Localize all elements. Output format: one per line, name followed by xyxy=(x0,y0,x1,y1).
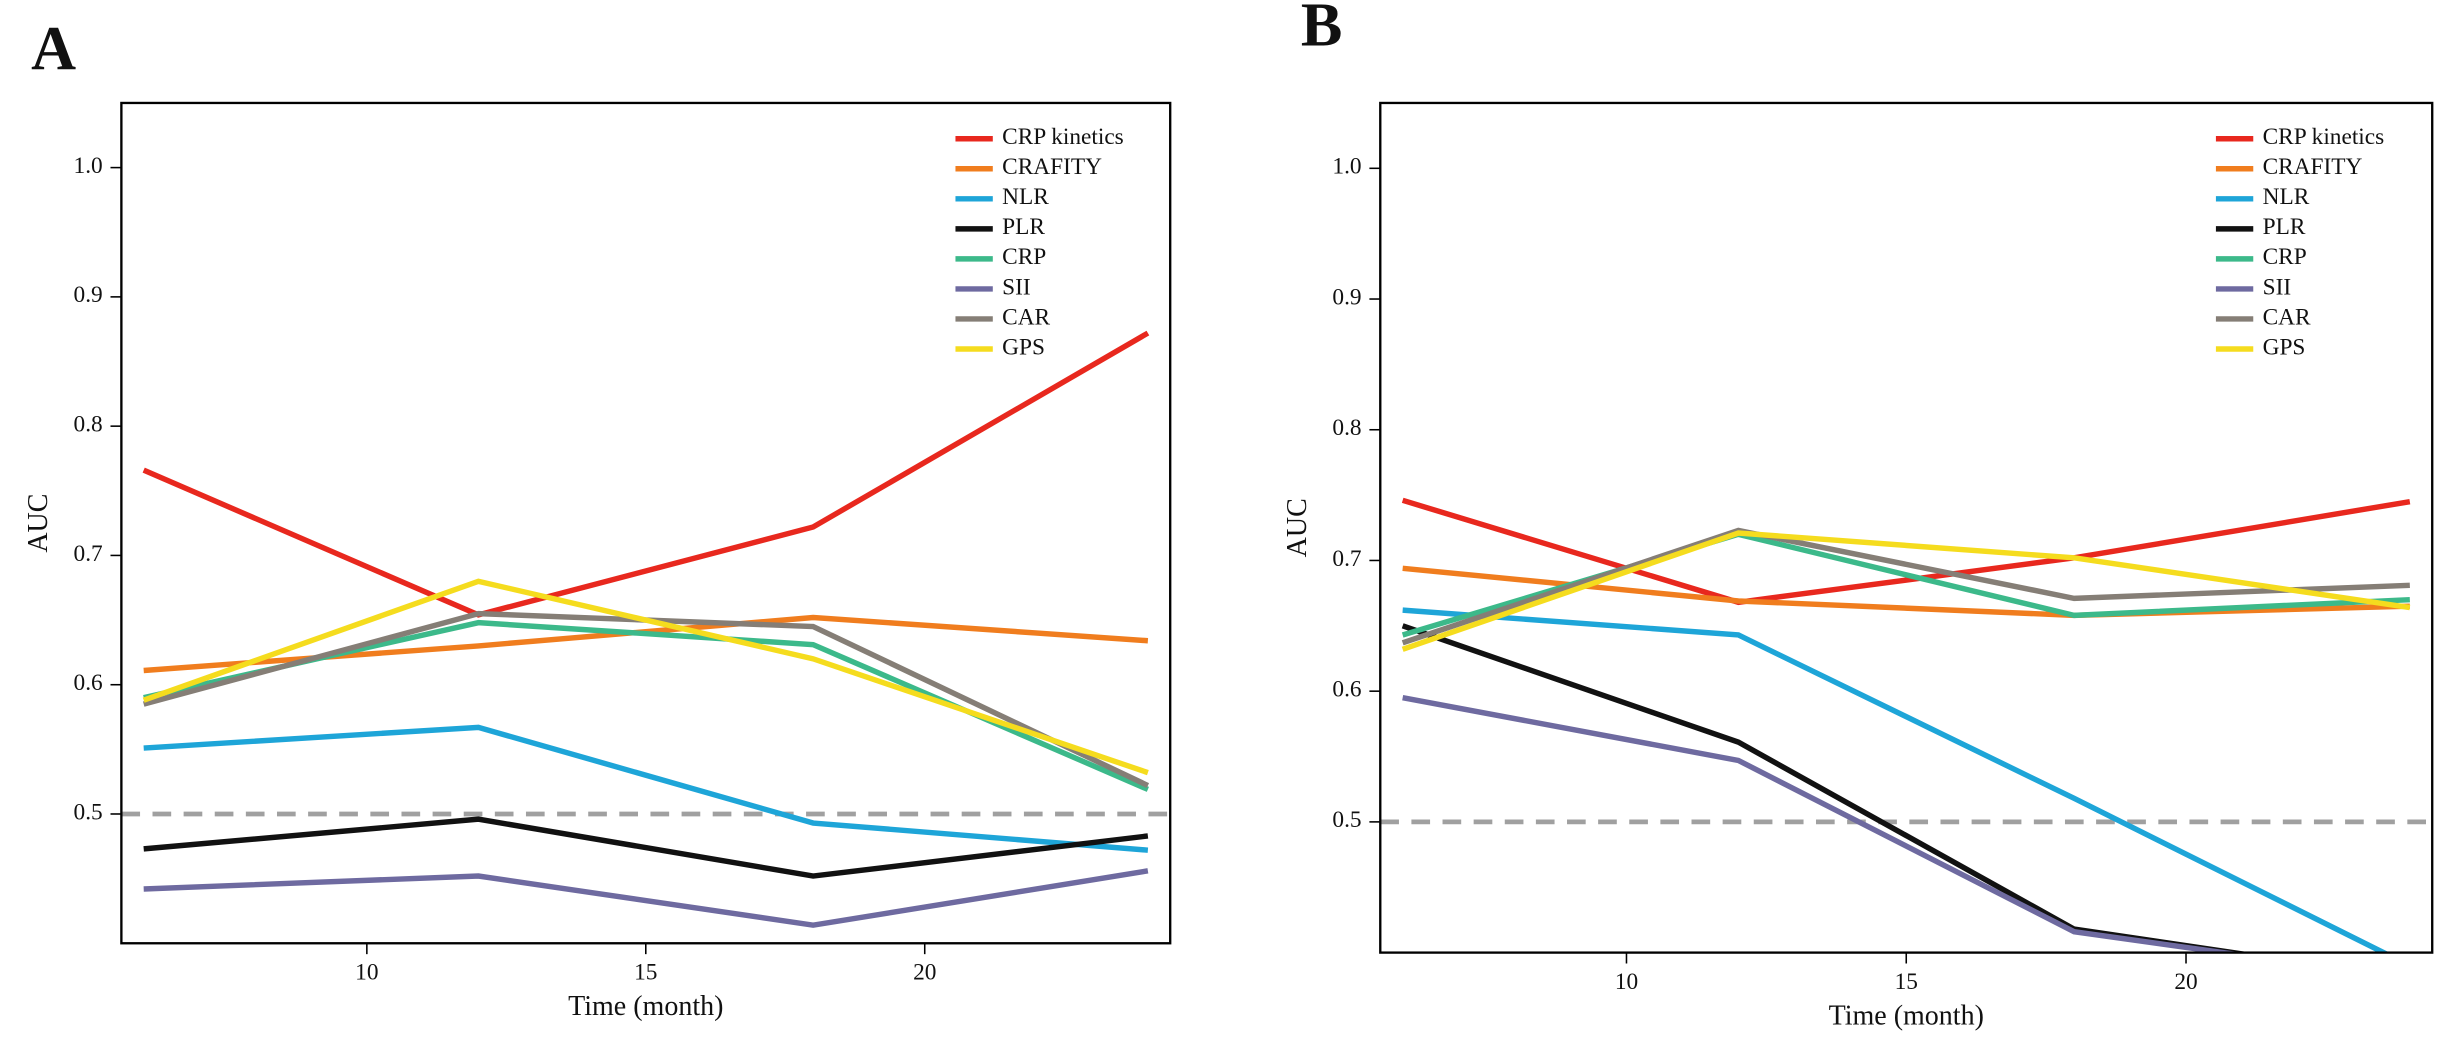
legend-label: CRP kinetics xyxy=(1002,124,1124,150)
legend-label: CRP kinetics xyxy=(2263,124,2385,150)
y-tick-label: 0.6 xyxy=(74,670,103,696)
x-tick-label: 15 xyxy=(634,960,657,986)
x-axis-title: Time (month) xyxy=(1829,1000,1984,1031)
chart-panel: A 0.5 0.6 0.7 0.8 0.9 1.0 10 15 20 Time (month) AUC… xyxy=(23,15,1172,1022)
legend-label: CRP xyxy=(1002,244,1046,270)
legend-label: CRAFITY xyxy=(1002,154,1102,180)
data-line xyxy=(143,816,1149,879)
legend-label: GPS xyxy=(2263,334,2306,360)
legend-label: CAR xyxy=(2263,304,2311,330)
y-tick-label: 1.0 xyxy=(1332,154,1361,180)
chart-panel: B 0.5 0.6 0.7 0.8 0.9 1.0 10 15 20 Time (month) AUC… xyxy=(1282,0,2434,1031)
data-line xyxy=(142,330,1150,618)
data-line xyxy=(1402,695,2243,953)
data-line xyxy=(1401,623,2252,953)
x-tick-label: 10 xyxy=(1615,969,1638,995)
y-tick-label: 0.5 xyxy=(74,799,103,825)
legend-label: CRAFITY xyxy=(2263,154,2363,180)
y-axis-title: AUC xyxy=(23,494,54,553)
legend-label: NLR xyxy=(1002,184,1049,210)
data-line xyxy=(1402,607,2390,953)
panel-label: B xyxy=(1301,0,1343,60)
panel-label: A xyxy=(31,15,76,83)
y-tick-label: 0.6 xyxy=(1332,677,1361,703)
legend-label: NLR xyxy=(2263,184,2310,210)
y-tick-label: 0.8 xyxy=(74,412,103,438)
legend-label: SII xyxy=(1002,274,1031,300)
lines xyxy=(142,330,1150,928)
data-line xyxy=(1401,527,2410,646)
legend-label: PLR xyxy=(2263,214,2306,240)
y-tick-label: 0.9 xyxy=(1332,284,1361,310)
legend-label: CRP xyxy=(2263,244,2307,270)
legend-label: CAR xyxy=(1002,304,1050,330)
x-axis-title: Time (month) xyxy=(568,991,723,1022)
data-line xyxy=(1401,497,2411,606)
plot-frame xyxy=(1379,101,2434,954)
data-line xyxy=(143,724,1149,853)
x-tick-label: 20 xyxy=(913,960,936,986)
lines xyxy=(1401,497,2411,953)
legend-label: PLR xyxy=(1002,214,1045,240)
data-line xyxy=(143,868,1149,928)
y-tick-label: 0.8 xyxy=(1332,415,1361,441)
data-line xyxy=(142,610,1150,789)
data-line xyxy=(142,578,1149,776)
x-tick-label: 20 xyxy=(2174,969,2197,995)
y-tick-label: 0.7 xyxy=(1332,546,1361,572)
y-tick-label: 0.9 xyxy=(74,282,103,308)
y-axis-title: AUC xyxy=(1282,498,1313,557)
x-tick-label: 15 xyxy=(1895,969,1918,995)
x-tick-label: 10 xyxy=(355,960,378,986)
plot-frame xyxy=(120,101,1172,945)
data-line xyxy=(1401,530,2411,652)
y-tick-label: 1.0 xyxy=(74,153,103,179)
legend-label: SII xyxy=(2263,274,2292,300)
y-tick-label: 0.5 xyxy=(1332,807,1361,833)
legend-label: GPS xyxy=(1002,334,1045,360)
y-tick-label: 0.7 xyxy=(74,541,103,567)
